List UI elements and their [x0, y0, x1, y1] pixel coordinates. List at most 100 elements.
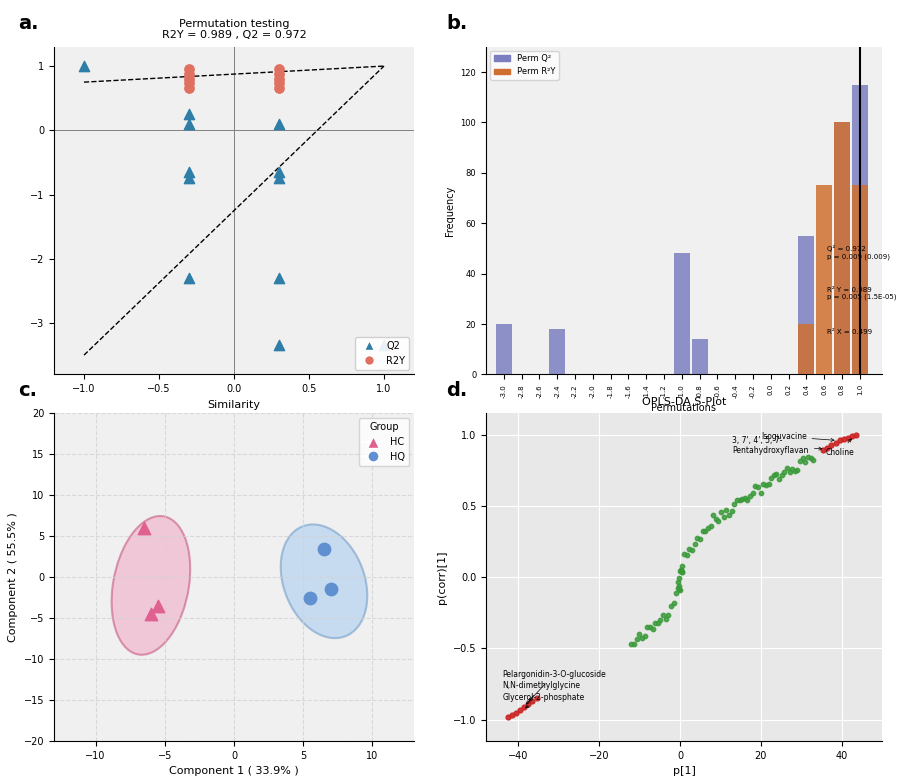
- Point: [767, 469, 781, 481]
- Point: [677, 548, 691, 560]
- Point: [303, 591, 318, 604]
- Point: [793, 456, 807, 468]
- Point: [182, 63, 196, 76]
- Point: [272, 82, 286, 94]
- Y-axis label: Component 2 ( 55.5% ): Component 2 ( 55.5% ): [8, 512, 18, 642]
- Point: [509, 706, 524, 718]
- X-axis label: Component 1 ( 33.9% ): Component 1 ( 33.9% ): [169, 766, 299, 776]
- Ellipse shape: [281, 524, 367, 638]
- Point: [836, 433, 850, 445]
- Legend: Perm Q², Perm R²Y: Perm Q², Perm R²Y: [491, 51, 559, 80]
- Point: [182, 68, 196, 80]
- Point: [272, 172, 286, 185]
- Point: [698, 525, 713, 537]
- X-axis label: Permutations: Permutations: [652, 403, 716, 413]
- Point: [272, 63, 286, 76]
- Bar: [674, 254, 689, 374]
- Point: [672, 584, 687, 597]
- Point: [669, 587, 683, 599]
- Point: [748, 480, 762, 492]
- Point: [656, 608, 670, 621]
- Point: [672, 572, 687, 584]
- Point: [782, 466, 796, 478]
- Point: [777, 466, 791, 478]
- Point: [182, 73, 196, 85]
- Text: Glycerol-2-phosphate: Glycerol-2-phosphate: [502, 693, 584, 707]
- Point: [696, 524, 710, 537]
- Bar: [496, 324, 512, 374]
- Bar: [691, 339, 707, 374]
- Text: R² Y = 0.989
p = 0.005 (1.5E-05): R² Y = 0.989 p = 0.005 (1.5E-05): [827, 287, 896, 300]
- Text: Choline: Choline: [825, 439, 854, 457]
- Point: [150, 600, 165, 612]
- Point: [137, 522, 151, 534]
- Point: [513, 704, 527, 716]
- Point: [664, 600, 679, 612]
- Point: [788, 465, 802, 477]
- Point: [505, 709, 519, 722]
- Point: [727, 498, 742, 510]
- Point: [673, 565, 688, 577]
- Point: [648, 616, 662, 629]
- Bar: [549, 329, 565, 374]
- Bar: [798, 324, 814, 374]
- Point: [761, 478, 776, 491]
- Point: [526, 695, 540, 707]
- Point: [701, 521, 716, 534]
- Point: [742, 490, 757, 502]
- Point: [662, 608, 676, 621]
- Text: a.: a.: [18, 14, 39, 33]
- Point: [625, 638, 639, 651]
- Point: [779, 462, 794, 474]
- Point: [738, 491, 752, 504]
- Point: [182, 82, 196, 94]
- Point: [790, 464, 805, 477]
- Bar: [851, 186, 868, 374]
- Y-axis label: Frequency: Frequency: [445, 186, 455, 236]
- Point: [775, 469, 789, 481]
- Text: Q² = 0.972
p = 0.009 (0.009): Q² = 0.972 p = 0.009 (0.009): [827, 246, 890, 260]
- Point: [804, 452, 818, 464]
- Text: b.: b.: [446, 14, 468, 33]
- Point: [690, 532, 705, 544]
- Point: [643, 621, 657, 633]
- Point: [706, 509, 720, 521]
- Point: [759, 478, 773, 491]
- Point: [849, 428, 863, 441]
- Point: [724, 505, 739, 517]
- Point: [770, 468, 784, 480]
- Title: Permutation testing
R2Y = 0.989 , Q2 = 0.972: Permutation testing R2Y = 0.989 , Q2 = 0…: [162, 19, 306, 41]
- Point: [844, 430, 859, 442]
- Point: [671, 580, 686, 592]
- Point: [182, 172, 196, 185]
- Point: [714, 505, 728, 518]
- Point: [685, 544, 699, 557]
- Bar: [851, 84, 868, 374]
- Point: [76, 60, 91, 73]
- Bar: [798, 236, 814, 374]
- Point: [751, 480, 765, 493]
- Point: [651, 617, 665, 629]
- Point: [801, 451, 815, 463]
- Point: [798, 456, 813, 468]
- Point: [182, 108, 196, 120]
- Point: [377, 339, 392, 352]
- Point: [828, 437, 842, 449]
- Point: [674, 563, 688, 576]
- Point: [671, 576, 686, 588]
- Point: [832, 434, 847, 447]
- Point: [629, 633, 643, 645]
- Point: [670, 582, 685, 594]
- Point: [637, 629, 652, 642]
- Point: [666, 597, 680, 609]
- Point: [711, 515, 725, 527]
- Point: [806, 454, 821, 466]
- Point: [671, 583, 686, 595]
- Point: [529, 692, 544, 704]
- Title: OPLS-DA S-Plot: OPLS-DA S-Plot: [642, 397, 726, 407]
- Legend: Q2, R2Y: Q2, R2Y: [356, 337, 410, 370]
- Point: [182, 118, 196, 130]
- Point: [841, 431, 855, 444]
- Point: [674, 560, 688, 573]
- Point: [733, 494, 747, 506]
